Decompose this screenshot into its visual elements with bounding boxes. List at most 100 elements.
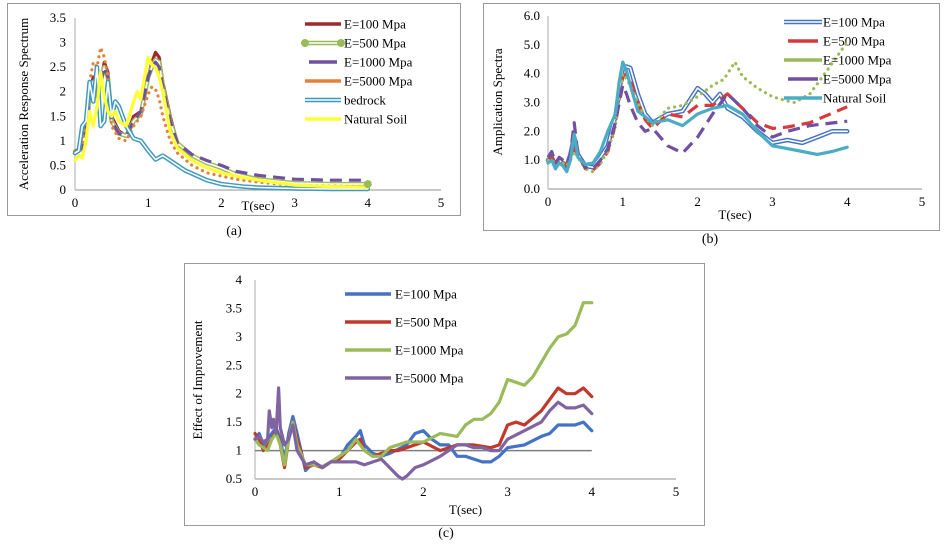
y-tick-label: 2	[60, 84, 67, 99]
y-tick-label: 0	[60, 182, 67, 197]
chart-c-frame	[184, 263, 705, 526]
y-axis-label: Effect of Improvement	[190, 320, 205, 439]
legend-label: bedrock	[344, 93, 386, 108]
x-tick-label: 0	[72, 195, 79, 210]
y-axis-label: Acceleration Response Spectrum	[16, 18, 31, 191]
y-tick-label: 5.0	[524, 37, 540, 52]
y-tick-label: 0.5	[226, 471, 242, 486]
y-tick-label: 2.0	[524, 123, 540, 138]
y-tick-label: 1	[236, 443, 243, 458]
x-tick-label: 2	[218, 195, 225, 210]
series-e-1000-mpa	[253, 301, 594, 469]
series-bedrock	[72, 64, 371, 192]
legend-label: E=5000 Mpa	[395, 371, 464, 386]
series-e-5000-mpa	[253, 386, 594, 481]
legend-label: E=1000 Mpa	[344, 55, 413, 70]
series-line	[546, 83, 848, 171]
series-e-5000-mpa	[73, 45, 370, 189]
legend-marker	[301, 39, 309, 47]
legend-entry: E=1000 Mpa	[784, 53, 892, 68]
legend-entry: E=5000 Mpa	[305, 74, 413, 89]
legend-entry: Natural Soil	[305, 112, 408, 127]
series-line	[546, 60, 849, 174]
series-line	[253, 301, 594, 469]
y-tick-label: 1	[60, 133, 67, 148]
series-e-5000-mpa	[546, 83, 848, 171]
y-tick-label: 3.0	[524, 95, 540, 110]
x-axis-label: T(sec)	[718, 207, 751, 222]
x-axis-label: T(sec)	[241, 198, 274, 213]
series-line	[73, 45, 370, 189]
legend-entry: E=100 Mpa	[784, 15, 885, 30]
y-tick-label: 3	[60, 35, 67, 50]
legend-label: E=5000 Mpa	[344, 74, 413, 89]
x-tick-label: 1	[336, 484, 343, 499]
x-tick-label: 3	[504, 484, 511, 499]
y-tick-label: 3.5	[226, 300, 242, 315]
legend-label: E=5000 Mpa	[823, 72, 892, 87]
x-tick-label: 5	[673, 484, 680, 499]
legend-entry: E=5000 Mpa	[788, 72, 892, 87]
x-tick-label: 3	[291, 195, 298, 210]
y-tick-label: 6.0	[524, 8, 540, 23]
x-axis-label: T(sec)	[449, 502, 482, 517]
legend-label: E=100 Mpa	[395, 287, 457, 302]
series-natural-soil	[546, 60, 849, 174]
legend-entry: E=500 Mpa	[301, 36, 406, 51]
panel-label-a: (a)	[226, 224, 242, 239]
legend-entry: E=100 Mpa	[305, 17, 406, 32]
legend-label: Natural Soil	[823, 91, 887, 106]
legend-label: E=500 Mpa	[344, 36, 406, 51]
x-tick-label: 0	[252, 484, 259, 499]
y-tick-label: 2.5	[226, 357, 242, 372]
x-tick-label: 1	[620, 194, 627, 209]
panel-label-b: (b)	[701, 232, 719, 247]
legend-label: E=500 Mpa	[395, 315, 457, 330]
x-tick-label: 5	[919, 194, 926, 209]
y-tick-label: 0.0	[524, 181, 540, 196]
legend-label: E=100 Mpa	[823, 15, 885, 30]
legend-label: Natural Soil	[344, 112, 408, 127]
x-tick-label: 3	[769, 194, 776, 209]
y-tick-label: 0.5	[50, 157, 66, 172]
chart-a-frame	[7, 3, 461, 216]
legend-marker	[337, 39, 345, 47]
series-e-500-mpa	[253, 386, 594, 470]
legend-label: E=100 Mpa	[344, 17, 406, 32]
legend-entry: E=1000 Mpa	[309, 55, 413, 70]
y-tick-label: 2.5	[50, 59, 66, 74]
legend-label: E=1000 Mpa	[395, 343, 464, 358]
x-tick-label: 4	[365, 195, 372, 210]
x-tick-label: 5	[438, 195, 445, 210]
y-tick-label: 1.0	[524, 152, 540, 167]
x-tick-label: 4	[589, 484, 596, 499]
y-tick-label: 3	[236, 329, 243, 344]
series-e-1000-mpa	[74, 60, 368, 182]
x-tick-label: 2	[694, 194, 701, 209]
legend-entry: E=1000 Mpa	[345, 343, 464, 358]
y-tick-label: 4.0	[524, 66, 540, 81]
legend-entry: E=5000 Mpa	[345, 371, 464, 386]
y-tick-label: 3.5	[50, 10, 66, 25]
y-tick-label: 1.5	[50, 108, 66, 123]
panel-label-c: (c)	[438, 526, 454, 541]
legend-entry: bedrock	[305, 93, 386, 108]
legend-entry: Natural Soil	[784, 91, 887, 106]
series-line	[74, 60, 368, 182]
y-axis-label: Amplication Spectra	[490, 48, 505, 155]
y-tick-label: 4	[236, 272, 243, 287]
series-line	[253, 386, 594, 481]
x-tick-label: 0	[545, 194, 552, 209]
legend-entry: E=500 Mpa	[788, 34, 885, 49]
series-line	[253, 386, 594, 470]
series-natural-soil	[73, 55, 370, 189]
series-line	[73, 55, 370, 189]
y-tick-label: 2	[236, 386, 243, 401]
series-line-inner	[74, 66, 369, 190]
x-tick-label: 1	[145, 195, 152, 210]
legend-label: E=1000 Mpa	[823, 53, 892, 68]
y-tick-label: 1.5	[226, 414, 242, 429]
